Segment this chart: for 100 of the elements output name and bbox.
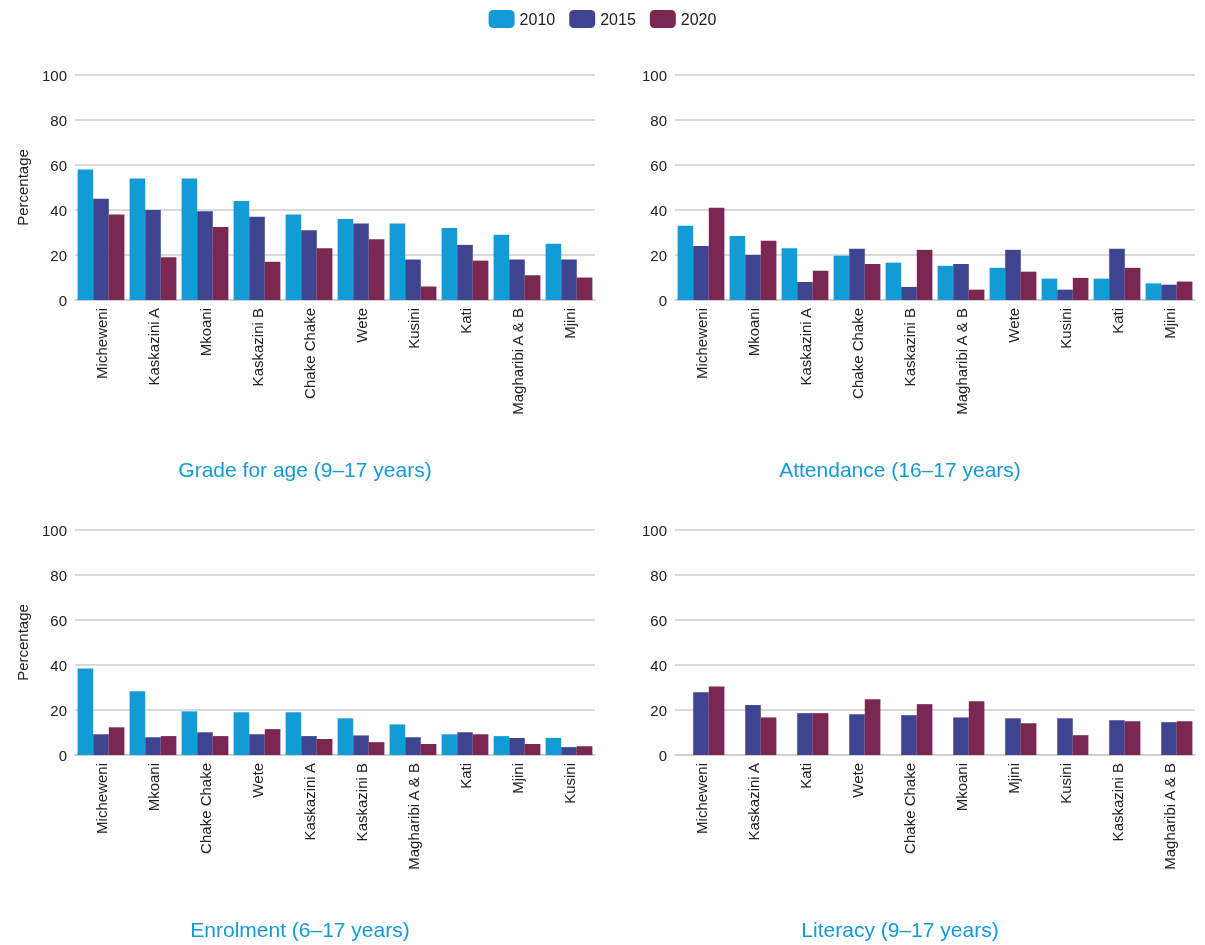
bar [561, 259, 577, 300]
bar [1020, 723, 1037, 755]
bar [77, 668, 94, 755]
bar [760, 717, 777, 755]
bar [509, 259, 525, 300]
bar [337, 718, 354, 755]
bar [849, 714, 865, 755]
bar [989, 267, 1006, 300]
bar [812, 270, 829, 300]
y-tick-label: 60 [50, 156, 67, 174]
bar [901, 715, 917, 755]
y-tick-label: 40 [50, 656, 67, 674]
bar [1093, 278, 1110, 300]
y-tick-label: 0 [658, 291, 667, 309]
bar [745, 255, 761, 300]
bar [420, 286, 437, 300]
bar [181, 711, 198, 755]
bar [812, 713, 829, 755]
y-tick-label: 20 [50, 246, 67, 264]
bar [108, 214, 125, 300]
bar [953, 717, 969, 755]
legend-label: 2020 [680, 10, 717, 28]
bar [368, 742, 385, 755]
bar [493, 234, 510, 300]
x-tick-label: Magharibi A & B [508, 308, 526, 415]
x-tick-label: Chake Chake [300, 308, 318, 399]
bar [249, 734, 265, 755]
bar [1020, 271, 1037, 300]
x-tick-label: Kati [1108, 308, 1126, 334]
bar [833, 255, 850, 300]
x-tick-label: Micheweni [692, 763, 710, 834]
x-tick-label: Kati [456, 763, 474, 789]
x-tick-label: Wete [1004, 308, 1022, 343]
bar [760, 240, 777, 300]
bar [708, 207, 725, 300]
bar [576, 746, 593, 755]
bar [368, 239, 385, 300]
bar [901, 286, 917, 300]
x-tick-label: Mjini [1004, 763, 1022, 794]
bar [129, 178, 146, 300]
bar [285, 214, 302, 300]
y-tick-label: 0 [58, 746, 67, 764]
bar [301, 230, 317, 300]
y-tick-label: 60 [50, 611, 67, 629]
bar [797, 282, 813, 300]
x-tick-label: Micheweni [92, 763, 110, 834]
bar [420, 743, 437, 755]
bar [1176, 281, 1193, 300]
bar [781, 248, 798, 300]
bar [316, 739, 333, 755]
bar [160, 736, 177, 755]
bar [968, 701, 985, 755]
bar [885, 262, 902, 300]
x-tick-label: Micheweni [92, 308, 110, 379]
bar [457, 732, 473, 755]
bar [693, 246, 709, 300]
x-tick-label: Kaskazini A [300, 763, 318, 841]
bar [953, 264, 969, 300]
bar [729, 235, 746, 300]
bar [457, 244, 473, 300]
y-tick-label: 20 [650, 246, 667, 264]
bar [441, 734, 458, 755]
bar [1124, 267, 1141, 300]
bar [353, 735, 369, 755]
bar [93, 198, 109, 300]
bar [1145, 283, 1162, 300]
bar [212, 736, 229, 755]
y-tick-label: 80 [650, 566, 667, 584]
x-tick-label: Mjini [560, 308, 578, 339]
bar [561, 747, 577, 755]
bar [576, 277, 593, 300]
bar [524, 275, 541, 300]
bar [197, 211, 213, 300]
y-tick-label: 100 [641, 66, 667, 84]
y-tick-label: 100 [641, 521, 667, 539]
x-tick-label: Chake Chake [900, 763, 918, 854]
y-tick-label: 20 [50, 701, 67, 719]
bar [285, 712, 302, 755]
y-tick-label: 80 [650, 111, 667, 129]
x-tick-label: Kati [796, 763, 814, 789]
x-tick-label: Mkoani [952, 763, 970, 812]
x-tick-label: Mjini [508, 763, 526, 794]
x-tick-label: Kaskazini B [248, 308, 266, 387]
x-tick-label: Magharibi A & B [404, 763, 422, 870]
x-tick-label: Chake Chake [848, 308, 866, 399]
bar [677, 225, 694, 300]
text: Grade for age (9–17 years) [178, 458, 432, 481]
x-tick-label: Wete [248, 763, 266, 798]
legend-label: 2015 [600, 10, 636, 28]
y-axis-title: Percentage [14, 604, 31, 681]
bar [264, 261, 281, 300]
bar [145, 210, 161, 300]
y-tick-label: 100 [41, 66, 67, 84]
bar [1176, 721, 1193, 755]
x-tick-label: Kati [456, 308, 474, 334]
x-tick-label: Kusini [404, 308, 422, 349]
x-tick-label: Kusini [1056, 763, 1074, 804]
bar [916, 704, 933, 755]
bar [1124, 721, 1141, 755]
y-tick-label: 60 [650, 611, 667, 629]
